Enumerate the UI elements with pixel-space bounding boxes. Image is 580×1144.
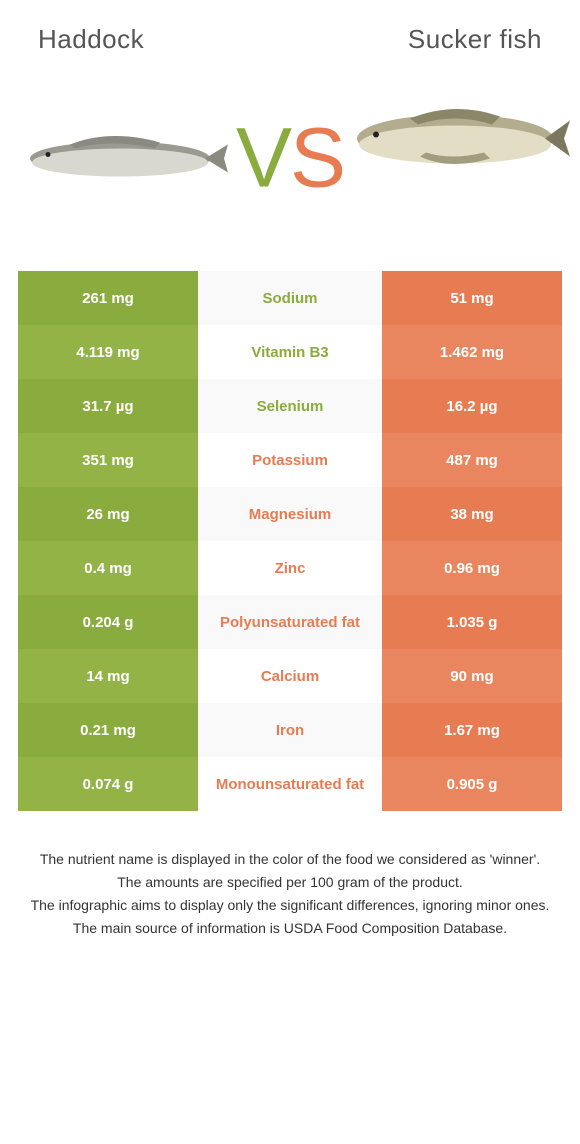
vs-v: V (236, 110, 290, 207)
nutrient-name: Selenium (198, 379, 382, 433)
vs-label: VS (236, 110, 344, 207)
left-value: 14 mg (18, 649, 198, 703)
table-row: 31.7 µgSelenium16.2 µg (18, 379, 562, 433)
right-value: 0.96 mg (382, 541, 562, 595)
right-value: 51 mg (382, 271, 562, 325)
footer-line: The infographic aims to display only the… (30, 895, 550, 916)
table-row: 0.204 gPolyunsaturated fat1.035 g (18, 595, 562, 649)
right-value: 0.905 g (382, 757, 562, 811)
table-row: 261 mgSodium51 mg (18, 271, 562, 325)
footer-line: The nutrient name is displayed in the co… (30, 849, 550, 870)
sucker-fish-image (340, 97, 570, 182)
table-row: 351 mgPotassium487 mg (18, 433, 562, 487)
nutrient-name: Iron (198, 703, 382, 757)
left-value: 0.074 g (18, 757, 198, 811)
table-row: 0.4 mgZinc0.96 mg (18, 541, 562, 595)
nutrient-name: Polyunsaturated fat (198, 595, 382, 649)
right-value: 487 mg (382, 433, 562, 487)
left-value: 261 mg (18, 271, 198, 325)
footer-line: The amounts are specified per 100 gram o… (30, 872, 550, 893)
left-value: 31.7 µg (18, 379, 198, 433)
nutrient-name: Monounsaturated fat (198, 757, 382, 811)
nutrient-name: Calcium (198, 649, 382, 703)
left-value: 0.4 mg (18, 541, 198, 595)
footer-notes: The nutrient name is displayed in the co… (30, 849, 550, 939)
left-value: 4.119 mg (18, 325, 198, 379)
nutrient-name: Potassium (198, 433, 382, 487)
left-food-title: Haddock (38, 24, 144, 55)
nutrient-table: 261 mgSodium51 mg4.119 mgVitamin B31.462… (18, 271, 562, 811)
table-row: 14 mgCalcium90 mg (18, 649, 562, 703)
right-value: 1.035 g (382, 595, 562, 649)
table-row: 0.074 gMonounsaturated fat0.905 g (18, 757, 562, 811)
nutrient-name: Zinc (198, 541, 382, 595)
right-value: 16.2 µg (382, 379, 562, 433)
footer-line: The main source of information is USDA F… (30, 918, 550, 939)
table-row: 26 mgMagnesium38 mg (18, 487, 562, 541)
right-food-title: Sucker fish (408, 24, 542, 55)
vs-area: VS (10, 63, 570, 253)
left-value: 0.204 g (18, 595, 198, 649)
left-value: 0.21 mg (18, 703, 198, 757)
haddock-image (20, 125, 230, 192)
header: Haddock Sucker fish (0, 0, 580, 63)
vs-s: S (290, 110, 344, 207)
nutrient-name: Vitamin B3 (198, 325, 382, 379)
right-value: 1.462 mg (382, 325, 562, 379)
table-row: 4.119 mgVitamin B31.462 mg (18, 325, 562, 379)
left-value: 26 mg (18, 487, 198, 541)
left-value: 351 mg (18, 433, 198, 487)
nutrient-name: Sodium (198, 271, 382, 325)
right-value: 90 mg (382, 649, 562, 703)
table-row: 0.21 mgIron1.67 mg (18, 703, 562, 757)
nutrient-name: Magnesium (198, 487, 382, 541)
right-value: 1.67 mg (382, 703, 562, 757)
right-value: 38 mg (382, 487, 562, 541)
